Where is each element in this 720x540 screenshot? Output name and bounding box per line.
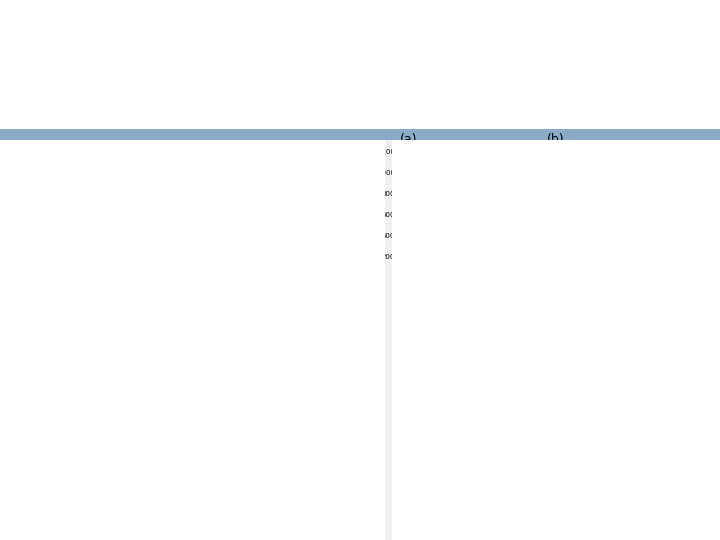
Point: [505, 157, 516, 166]
Text: All samples investigated were found to contain: All samples investigated were found to c…: [412, 517, 675, 527]
Title: MRM (4.543-5.113 min, 22 scans): MRM (4.543-5.113 min, 22 scans): [286, 439, 352, 443]
Text: N: N: [68, 91, 76, 99]
Text: counts.: counts.: [392, 417, 422, 426]
X-axis label: E. coli, (counts per 100ml): E. coli, (counts per 100ml): [416, 275, 516, 285]
Text: Both caffeine and paracetamol were found to be present in all water: Both caffeine and paracetamol were found…: [392, 324, 669, 333]
Text: methodology using an Agilent 1260 Infinity HPLC system coupled to an Agilent: methodology using an Agilent 1260 Infini…: [7, 296, 340, 306]
Text: were undertaken by Bristol City Council.: were undertaken by Bristol City Council.: [7, 324, 177, 333]
Text: West of: West of: [635, 69, 680, 79]
Text: relationship with E. Coli levels.: relationship with E. Coli levels.: [412, 464, 582, 474]
Text: Methods: Methods: [7, 252, 58, 262]
Text: Paracetamol was showed poor relationship with: Paracetamol was showed poor relationship…: [412, 483, 678, 493]
Point: [431, 199, 442, 207]
Text: 4.766 min: 4.766 min: [57, 453, 77, 457]
Text: Figure 1.  LC/MS/MS behaviour of (a) paracetamol and (b) caffeine
concentrations: Figure 1. LC/MS/MS behaviour of (a) para…: [4, 531, 282, 540]
Text: Bristol: Bristol: [539, 67, 626, 91]
Text: I: I: [21, 85, 27, 90]
Text: Caffeine was shown to have a strong positive: Caffeine was shown to have a strong posi…: [412, 449, 665, 459]
Point: [459, 181, 471, 190]
Text: L: L: [75, 46, 85, 54]
Text: (b): (b): [8, 431, 26, 441]
Text: UWE: UWE: [539, 15, 618, 44]
Text: •: •: [396, 516, 403, 529]
X-axis label: Mass-to-Charge (m/z): Mass-to-Charge (m/z): [292, 538, 346, 540]
Text: O: O: [68, 30, 79, 41]
Text: Concentrations of paracetamol showed a poor relationship with E. Coli: Concentrations of paracetamol showed a p…: [392, 401, 676, 410]
Text: Results and Discussion: Results and Discussion: [392, 307, 528, 318]
Title: 195.1 > 138.1, 195.1 > 99.2: 195.1 > 138.1, 195.1 > 99.2: [165, 439, 221, 443]
X-axis label: Acquisition Time (min): Acquisition Time (min): [40, 538, 94, 540]
Point: [552, 235, 564, 244]
Text: Yasmin Walter, Paul Bowdler and Kevin C. Honeychurch: Yasmin Walter, Paul Bowdler and Kevin C.…: [104, 72, 409, 82]
Text: compared these with the levels of Escherichia coli (E. coli) present.: compared these with the levels of Escher…: [7, 231, 290, 240]
Text: result from human sewage inputs.: result from human sewage inputs.: [7, 190, 152, 199]
Point: [547, 197, 559, 206]
Text: Anthropogenic inputs such as caffeine and paracetamol can be used as possible: Anthropogenic inputs such as caffeine an…: [7, 163, 346, 171]
Text: E. Coli levels.: E. Coli levels.: [412, 498, 486, 508]
Text: (a): (a): [400, 133, 417, 146]
Text: In this present investigation we determined the concentrations of caffeine and: In this present investigation we determi…: [7, 204, 339, 213]
Y-axis label: paracetamol, ng/L: paracetamol, ng/L: [517, 169, 526, 239]
Text: O: O: [55, 101, 62, 109]
Point: [567, 228, 579, 237]
Text: C: C: [48, 103, 53, 109]
Text: B: B: [15, 46, 26, 54]
Text: Y: Y: [32, 97, 39, 105]
X-axis label: Acquisition Time (min): Acquisition Time (min): [166, 436, 220, 441]
Text: and paracetamol and E. Coli.  A strong relationship was found for: and paracetamol and E. Coli. A strong re…: [392, 370, 655, 380]
Y-axis label: caffeine, ng/L: caffeine, ng/L: [365, 178, 374, 230]
X-axis label: E. coli, (counts per 100ml): E. coli, (counts per 100ml): [564, 275, 664, 285]
Text: Coldharbour Lane, Bristol, BS16 1QY, UK, Kevin.honeychurch@uwe.ac.uk: Coldharbour Lane, Bristol, BS16 1QY, UK,…: [104, 110, 397, 119]
Polygon shape: [33, 74, 68, 89]
Text: samples investigated at concentrations between 0.650 – 1.11 μg/L and 68.1: samples investigated at concentrations b…: [392, 340, 698, 348]
Text: (a): (a): [8, 329, 26, 339]
Text: were determined by liquid chromatography tandem mass spectrometry: were determined by liquid chromatography…: [7, 282, 310, 292]
X-axis label: Mass-to-Charge (m/z): Mass-to-Charge (m/z): [292, 436, 346, 441]
Text: •: •: [396, 482, 403, 495]
Text: University: University: [635, 15, 695, 25]
Text: R² = 0.9916: R² = 0.9916: [453, 220, 508, 229]
Text: C: C: [17, 75, 24, 82]
Text: concentrations of caffeine and E. Coli in the water samples investigated.: concentrations of caffeine and E. Coli i…: [392, 386, 685, 395]
X-axis label: Acquisition Time (min): Acquisition Time (min): [40, 436, 94, 441]
Text: I: I: [77, 76, 84, 81]
Title: 152.1 > 110.1, 152.1 > 65.1: 152.1 > 110.1, 152.1 > 65.1: [165, 338, 221, 341]
Text: Determination of Caffeine and Paracetamol: Determination of Caffeine and Paracetamo…: [104, 6, 477, 22]
Text: of the: of the: [635, 42, 670, 52]
Polygon shape: [36, 59, 42, 74]
Text: 4.397 min: 4.397 min: [57, 352, 77, 355]
Text: S: S: [48, 18, 53, 27]
Text: Following solid phase extraction the concentrations of caffeine and paracetamol: Following solid phase extraction the con…: [7, 269, 346, 278]
X-axis label: Acquisition Time (min): Acquisition Time (min): [166, 538, 220, 540]
Text: R: R: [22, 30, 32, 41]
Polygon shape: [53, 35, 65, 59]
Text: (b): (b): [547, 133, 564, 146]
Point: [669, 147, 680, 156]
Text: T: T: [59, 21, 67, 31]
Text: 640 Triple Quadrupole Mass Spectrometer (figure 1).  E. Coli measurements: 640 Triple Quadrupole Mass Spectrometer …: [7, 310, 326, 319]
Text: chemical markers of sewage pollution as their presence can be presumed to: chemical markers of sewage pollution as …: [7, 176, 330, 185]
Polygon shape: [39, 37, 53, 56]
Text: both caffeine and paracetamol.: both caffeine and paracetamol.: [412, 532, 588, 540]
Text: •: •: [396, 448, 403, 461]
Text: U: U: [61, 97, 69, 105]
Text: Conclusions: Conclusions: [392, 426, 500, 441]
Text: paracetamol at five sample points within Bristol Floating Harbour, UK and: paracetamol at five sample points within…: [7, 218, 318, 226]
Text: in Bristol Harbour Water by LC/MS/MS: in Bristol Harbour Water by LC/MS/MS: [104, 39, 430, 55]
Title: MRM (4.064-4.475 min, 15 scans): MRM (4.064-4.475 min, 15 scans): [286, 338, 352, 341]
Point: [593, 252, 604, 261]
Title: x10⁻² MRM (152.1 > 110.1) Sample1.d: x10⁻² MRM (152.1 > 110.1) Sample1.d: [29, 338, 105, 341]
Title: x10⁻² MRM (195.1 > 138.1) Sample1.d: x10⁻² MRM (195.1 > 138.1) Sample1.d: [29, 439, 105, 443]
Text: I: I: [35, 21, 41, 31]
Text: Figure 2.  Relationship between E. Coli counts and (a) caffeine and (b)
paraceta: Figure 2. Relationship between E. Coli c…: [392, 264, 673, 284]
Point: [618, 220, 630, 229]
Text: Introduction: Introduction: [7, 146, 80, 156]
Text: England: England: [635, 96, 683, 106]
Text: – 193 ng/L respectively. Figure 2 shows the relationship between caffeine: – 193 ng/L respectively. Figure 2 shows …: [392, 355, 686, 364]
Text: T: T: [25, 91, 33, 99]
Text: Department of Applied Sciences, University of the West of England, Frenchay Camp: Department of Applied Sciences, Universi…: [104, 91, 453, 100]
Point: [402, 208, 414, 217]
Text: C: C: [73, 84, 81, 91]
